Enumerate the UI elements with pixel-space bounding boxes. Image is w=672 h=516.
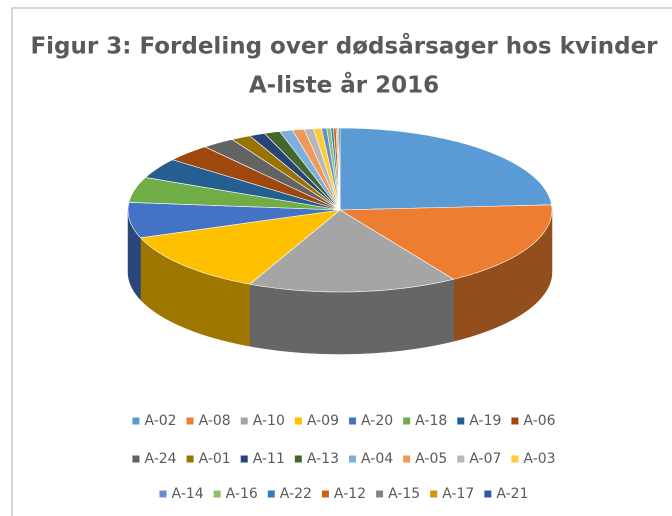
slice-top [204, 139, 341, 211]
slice-top [338, 127, 341, 211]
legend-item: A-10 [240, 413, 285, 429]
legend-label: A-18 [415, 413, 447, 429]
legend-marker [349, 455, 356, 463]
legend-marker [403, 417, 411, 425]
slice-top [127, 201, 341, 239]
legend-marker [186, 455, 194, 463]
legend-marker [240, 455, 248, 463]
legend-item: A-20 [349, 413, 393, 429]
legend-item: A-01 [186, 451, 231, 467]
legend-marker [267, 490, 275, 498]
slice-top [128, 177, 341, 211]
legend-marker [294, 417, 302, 425]
legend-item: A-02 [132, 413, 177, 429]
slice-top [249, 209, 455, 293]
legend-marker [511, 455, 519, 463]
legend-label: A-24 [144, 451, 176, 467]
chart-title: A-liste år 2016 [249, 72, 439, 99]
legend-marker [132, 417, 140, 425]
legend-item: A-14 [159, 486, 204, 502]
chart-title: Figur 3: Fordeling over dødsårsager hos … [30, 33, 658, 60]
legend-item: A-21 [484, 486, 528, 502]
slice [171, 146, 341, 211]
slice [144, 159, 341, 211]
legend-label: A-10 [253, 413, 285, 429]
legend-label: A-08 [199, 413, 231, 429]
slice [338, 204, 553, 342]
legend-marker [376, 490, 384, 498]
legend-item: A-22 [267, 486, 312, 502]
legend-marker [186, 417, 194, 425]
legend-marker [484, 490, 492, 498]
slice [204, 139, 341, 211]
legend-item: A-06 [511, 413, 556, 429]
legend-label: A-12 [334, 486, 366, 502]
slice-top [338, 204, 553, 280]
slice-top [171, 146, 341, 211]
legend-label: A-05 [415, 451, 447, 467]
legend-label: A-07 [469, 451, 501, 467]
legend-item: A-05 [403, 451, 447, 467]
legend-marker [240, 417, 248, 425]
legend-label: A-09 [307, 413, 339, 429]
slice-top [339, 127, 552, 211]
legend-item: A-13 [294, 451, 339, 467]
legend-label: A-13 [307, 451, 339, 467]
legend-item: A-19 [457, 413, 501, 429]
legend-marker [349, 417, 356, 425]
legend-marker [213, 490, 221, 498]
legend-label: A-14 [172, 486, 204, 502]
slice-top [139, 209, 342, 285]
legend-label: A-06 [523, 413, 555, 429]
legend-marker [403, 455, 411, 463]
legend-label: A-02 [144, 413, 176, 429]
legend-label: A-15 [388, 486, 420, 502]
slice [127, 201, 341, 301]
legend-label: A-20 [361, 413, 393, 429]
legend-item: A-17 [430, 486, 474, 502]
legend-label: A-04 [361, 451, 393, 467]
legend-marker [430, 490, 438, 498]
legend-item: A-03 [511, 451, 556, 467]
legend-marker [511, 417, 519, 425]
legend: A-02 A-08 A-10 A-09 A-20 A-18 A-19 A-06 A-24 A-01… [132, 413, 556, 502]
legend-marker [321, 490, 329, 498]
legend-marker [457, 417, 465, 425]
slice [339, 127, 552, 211]
legend-marker [132, 455, 140, 463]
legend-label: A-19 [469, 413, 501, 429]
legend-item: A-12 [321, 486, 366, 502]
legend-label: A-21 [496, 486, 528, 502]
legend-label: A-11 [253, 451, 285, 467]
legend-item: A-11 [240, 451, 285, 467]
legend-item: A-08 [186, 413, 231, 429]
legend-label: A-01 [199, 451, 231, 467]
legend-label: A-22 [280, 486, 312, 502]
legend-item: A-24 [132, 451, 177, 467]
legend-item: A-16 [213, 486, 258, 502]
legend-label: A-16 [226, 486, 258, 502]
legend-marker [457, 455, 465, 463]
legend-marker [159, 490, 167, 498]
slice [139, 209, 342, 347]
slice [128, 177, 341, 211]
legend-item: A-18 [403, 413, 447, 429]
slice [338, 127, 341, 211]
legend-item: A-04 [349, 451, 393, 467]
legend-marker [294, 455, 302, 463]
slice-top [144, 159, 341, 211]
legend-item: A-15 [376, 486, 420, 502]
legend-label: A-17 [442, 486, 474, 502]
legend-item: A-07 [457, 451, 501, 467]
legend-item: A-09 [294, 413, 339, 429]
legend-label: A-03 [523, 451, 555, 467]
pie [127, 127, 553, 355]
